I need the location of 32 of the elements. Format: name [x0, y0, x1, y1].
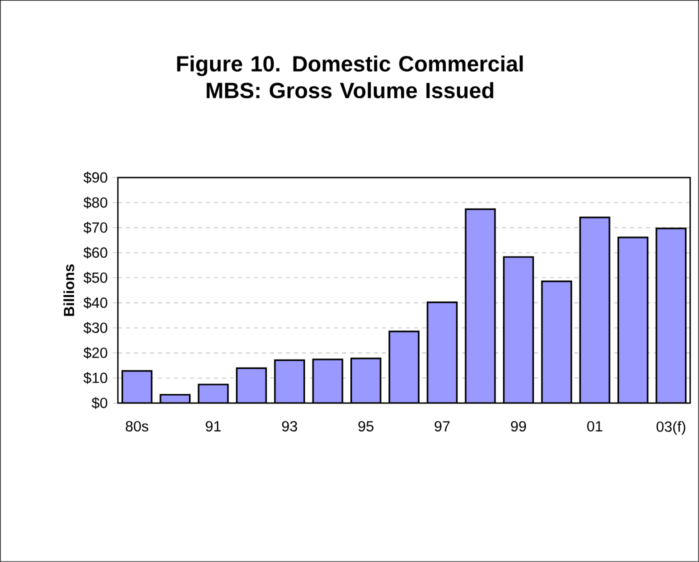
x-tick-label: 97 [434, 421, 450, 432]
y-tick-label: $90 [84, 172, 108, 184]
y-tick-label: $80 [84, 196, 108, 209]
bar [618, 237, 648, 404]
y-tick-label: $30 [84, 322, 108, 334]
y-tick-label: $20 [84, 347, 108, 359]
bar [313, 359, 342, 404]
bar [504, 257, 534, 404]
bar [542, 281, 572, 404]
y-tick-label: $0 [92, 397, 108, 410]
y-tick-label: $60 [84, 246, 108, 259]
y-axis-title: Billions [63, 264, 74, 316]
x-tick-label: 93 [282, 421, 298, 432]
bar [389, 331, 419, 404]
bar [428, 302, 457, 404]
y-tick-label: $40 [84, 296, 108, 309]
x-tick-label: 01 [587, 421, 602, 432]
y-tick-label: $70 [84, 222, 108, 234]
bar [580, 217, 610, 404]
x-tick-label: 99 [511, 421, 526, 432]
y-tick-label: $10 [84, 372, 108, 384]
y-tick-label: $50 [84, 272, 108, 284]
x-tick-label: 95 [358, 421, 374, 432]
bar [236, 368, 266, 404]
bar [351, 358, 381, 404]
chart-title: Figure 10. Domestic Commercial MBS: Gross Volume Issued [177, 55, 523, 98]
x-tick-label: 80s [126, 421, 148, 432]
x-tick-label: 03(f) [656, 421, 686, 435]
bar [656, 228, 687, 404]
x-tick-label: 91 [206, 421, 221, 432]
bar [466, 209, 496, 404]
bar [274, 360, 304, 404]
